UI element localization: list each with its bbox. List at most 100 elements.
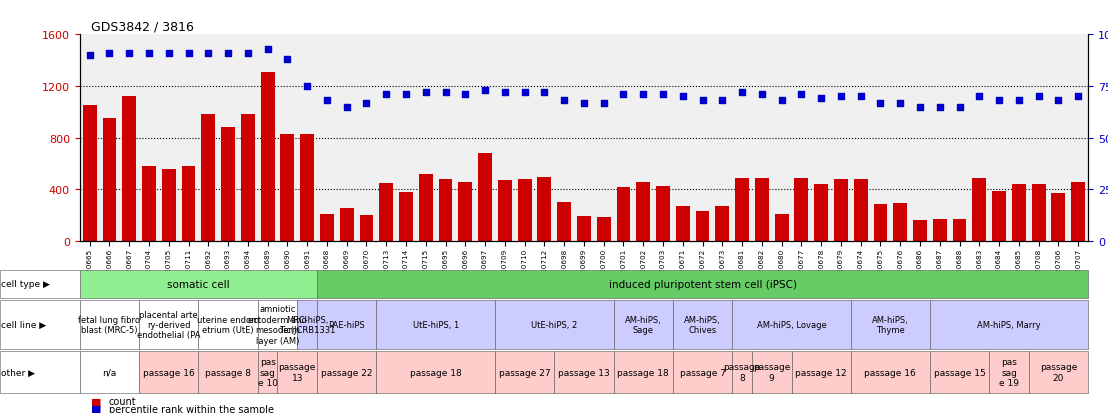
Text: passage
13: passage 13 <box>278 363 316 382</box>
Text: AM-hiPS,
Chives: AM-hiPS, Chives <box>684 315 721 334</box>
Point <box>101 50 119 57</box>
Point <box>397 92 414 98</box>
Point <box>694 98 711 104</box>
Bar <box>379 183 393 242</box>
Point <box>951 104 968 111</box>
Text: cell type ▶: cell type ▶ <box>1 280 50 289</box>
Point <box>555 98 573 104</box>
Point <box>179 50 197 57</box>
Bar <box>1051 193 1065 242</box>
Bar <box>280 135 295 242</box>
Point <box>872 100 890 107</box>
Point <box>456 92 474 98</box>
Point <box>852 94 870 100</box>
Text: passage 12: passage 12 <box>796 368 847 377</box>
Bar <box>399 192 413 242</box>
Point <box>318 98 336 104</box>
Point <box>417 90 434 96</box>
Text: pas
sag
e 19: pas sag e 19 <box>999 357 1019 387</box>
Bar <box>1032 185 1046 242</box>
Bar <box>300 135 314 242</box>
Bar <box>359 216 373 242</box>
Text: passage
8: passage 8 <box>724 363 761 382</box>
Bar <box>616 188 630 242</box>
Bar <box>419 174 433 242</box>
Text: GDS3842 / 3816: GDS3842 / 3816 <box>91 20 194 33</box>
Point <box>595 100 613 107</box>
Point <box>654 92 671 98</box>
Bar <box>320 214 334 242</box>
Point <box>674 94 691 100</box>
Bar <box>755 178 769 242</box>
Bar <box>913 221 927 242</box>
Bar <box>142 167 156 242</box>
Bar <box>636 182 650 242</box>
Bar <box>340 209 353 242</box>
Bar <box>260 73 275 242</box>
Point <box>911 104 929 111</box>
Bar <box>577 216 591 242</box>
Text: AM-hiPS,
Thyme: AM-hiPS, Thyme <box>872 315 909 334</box>
Point <box>140 50 157 57</box>
Point <box>832 94 850 100</box>
Bar <box>696 212 709 242</box>
Text: passage 8: passage 8 <box>205 368 252 377</box>
Point <box>160 50 177 57</box>
Point <box>515 90 533 96</box>
Point <box>378 92 396 98</box>
Text: passage 7: passage 7 <box>679 368 726 377</box>
Text: placental arte
ry-derived
endothelial (PA: placental arte ry-derived endothelial (P… <box>137 310 201 339</box>
Point <box>298 83 316 90</box>
Point <box>575 100 593 107</box>
Text: uterine endom
etrium (UtE): uterine endom etrium (UtE) <box>197 315 259 334</box>
Point <box>259 46 277 53</box>
Bar <box>1071 182 1085 242</box>
Bar <box>676 207 689 242</box>
Point <box>812 96 830 102</box>
Text: cell line ▶: cell line ▶ <box>1 320 47 329</box>
Bar <box>517 180 532 242</box>
Point <box>278 57 296 63</box>
Text: passage 16: passage 16 <box>143 368 195 377</box>
Text: amniotic
ectoderm and
mesoderm
layer (AM): amniotic ectoderm and mesoderm layer (AM… <box>248 304 307 345</box>
Point <box>535 90 553 96</box>
Text: n/a: n/a <box>102 368 116 377</box>
Text: count: count <box>109 396 136 406</box>
Bar <box>716 207 729 242</box>
Point <box>1010 98 1028 104</box>
Text: passage 15: passage 15 <box>934 368 985 377</box>
Text: passage 18: passage 18 <box>617 368 669 377</box>
Bar <box>933 219 946 242</box>
Text: ■: ■ <box>91 404 101 413</box>
Bar <box>459 182 472 242</box>
Bar <box>992 191 1006 242</box>
Text: somatic cell: somatic cell <box>167 279 229 289</box>
Text: MRC-hiPS,
Tic(JCRB1331: MRC-hiPS, Tic(JCRB1331 <box>279 315 336 334</box>
Point <box>338 104 356 111</box>
Point <box>1029 94 1047 100</box>
Bar <box>834 180 848 242</box>
Text: passage 16: passage 16 <box>864 368 916 377</box>
Bar <box>162 169 176 242</box>
Text: passage 27: passage 27 <box>499 368 551 377</box>
Text: AM-hiPS, Lovage: AM-hiPS, Lovage <box>757 320 827 329</box>
Point <box>635 92 653 98</box>
Point <box>239 50 257 57</box>
Text: UtE-hiPS, 1: UtE-hiPS, 1 <box>412 320 459 329</box>
Text: other ▶: other ▶ <box>1 368 35 377</box>
Bar <box>973 178 986 242</box>
Point <box>81 52 99 59</box>
Text: ■: ■ <box>91 396 101 406</box>
Text: PAE-hiPS: PAE-hiPS <box>328 320 365 329</box>
Text: passage 22: passage 22 <box>321 368 372 377</box>
Bar <box>854 180 868 242</box>
Point <box>772 98 790 104</box>
Bar <box>953 219 966 242</box>
Point <box>991 98 1008 104</box>
Bar <box>83 106 96 242</box>
Bar <box>557 203 571 242</box>
Bar <box>794 178 809 242</box>
Point <box>615 92 633 98</box>
Bar <box>814 185 828 242</box>
Point <box>714 98 731 104</box>
